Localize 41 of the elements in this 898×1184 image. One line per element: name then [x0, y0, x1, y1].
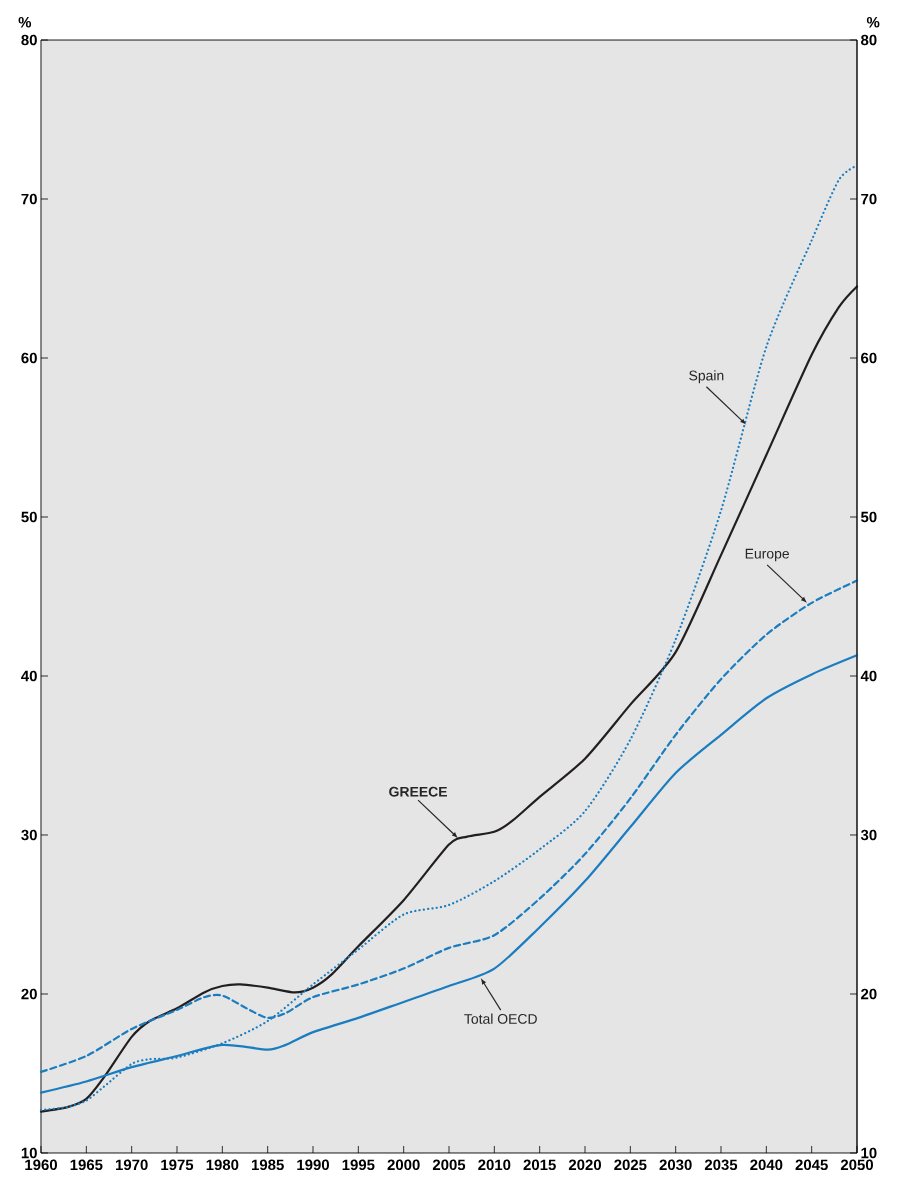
- annotation: GREECE: [389, 786, 447, 797]
- y2-tick-label: 60: [861, 352, 877, 364]
- x-tick-label: 1995: [342, 1159, 375, 1171]
- x-tick-label: 2040: [750, 1159, 783, 1171]
- x-tick-label: 2030: [659, 1159, 692, 1171]
- y-tick-label: 40: [21, 670, 37, 682]
- x-tick-label: 1985: [251, 1159, 284, 1171]
- y2-tick-label: 70: [861, 193, 877, 205]
- y-axis-title: %: [18, 16, 32, 28]
- y2-tick-label: 20: [861, 988, 877, 1000]
- x-tick-label: 1970: [115, 1159, 148, 1171]
- x-tick-label: 1980: [206, 1159, 239, 1171]
- y-tick-label: 30: [21, 829, 37, 841]
- y2-tick-label: 10: [861, 1147, 877, 1159]
- y2-tick-label: 40: [860, 670, 877, 682]
- x-tick-label: 2010: [478, 1159, 511, 1171]
- y2-axis-title: %: [866, 16, 880, 28]
- x-tick-label: 1990: [297, 1159, 329, 1171]
- x-tick-label: 2000: [387, 1159, 420, 1171]
- y-tick-label: 60: [21, 352, 37, 364]
- y2-tick-label: 50: [860, 511, 877, 523]
- x-tick-label: 1965: [70, 1159, 103, 1171]
- x-tick-label: 2050: [840, 1159, 873, 1171]
- y2-tick-label: 80: [861, 34, 877, 46]
- annotation: Total OECD: [464, 1013, 537, 1024]
- x-tick-label: 1975: [161, 1159, 194, 1171]
- x-tick-label: 2020: [568, 1159, 601, 1171]
- y-tick-label: 20: [21, 988, 37, 1000]
- y-tick-label: 10: [21, 1147, 37, 1159]
- x-tick-label: 2025: [614, 1159, 647, 1171]
- y-tick-label: 80: [21, 34, 37, 46]
- annotation: Europe: [745, 548, 789, 562]
- x-tick-label: 2035: [704, 1159, 738, 1171]
- x-tick-label: 2015: [523, 1159, 556, 1171]
- x-tick-label: 1960: [25, 1159, 57, 1171]
- x-tick-label: 2005: [432, 1159, 466, 1171]
- y-tick-label: 50: [21, 511, 37, 523]
- y-tick-label: 70: [21, 193, 37, 205]
- y2-tick-label: 30: [860, 829, 877, 841]
- annotation: Spain: [689, 370, 724, 384]
- x-tick-label: 2045: [795, 1159, 828, 1171]
